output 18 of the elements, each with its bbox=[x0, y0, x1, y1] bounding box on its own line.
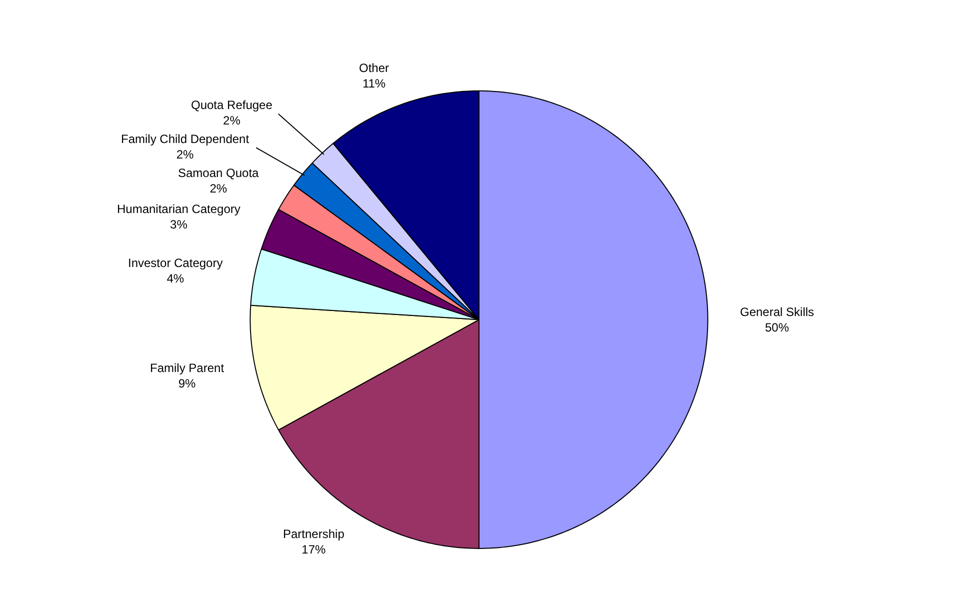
slice-label: Humanitarian Category bbox=[117, 202, 240, 216]
slice-label: Other bbox=[359, 61, 390, 75]
slice-label: Partnership bbox=[283, 527, 345, 541]
slice-label: Family Child Dependent bbox=[121, 132, 250, 146]
data-label: 2% bbox=[210, 182, 228, 196]
slice-label: General Skills bbox=[740, 305, 814, 319]
data-label: 2% bbox=[223, 114, 241, 128]
slice-label: Samoan Quota bbox=[178, 166, 260, 180]
slice-label: Family Parent bbox=[150, 361, 225, 375]
data-label: 50% bbox=[765, 320, 790, 335]
slice-label: Quota Refugee bbox=[191, 98, 273, 112]
slice-label: Investor Category bbox=[128, 256, 223, 270]
data-label: 11% bbox=[362, 76, 386, 91]
data-label: 4% bbox=[166, 272, 184, 286]
data-label: 9% bbox=[178, 376, 196, 391]
data-label: 3% bbox=[170, 218, 188, 232]
data-label: 17% bbox=[302, 542, 326, 557]
data-label: 2% bbox=[176, 148, 194, 162]
